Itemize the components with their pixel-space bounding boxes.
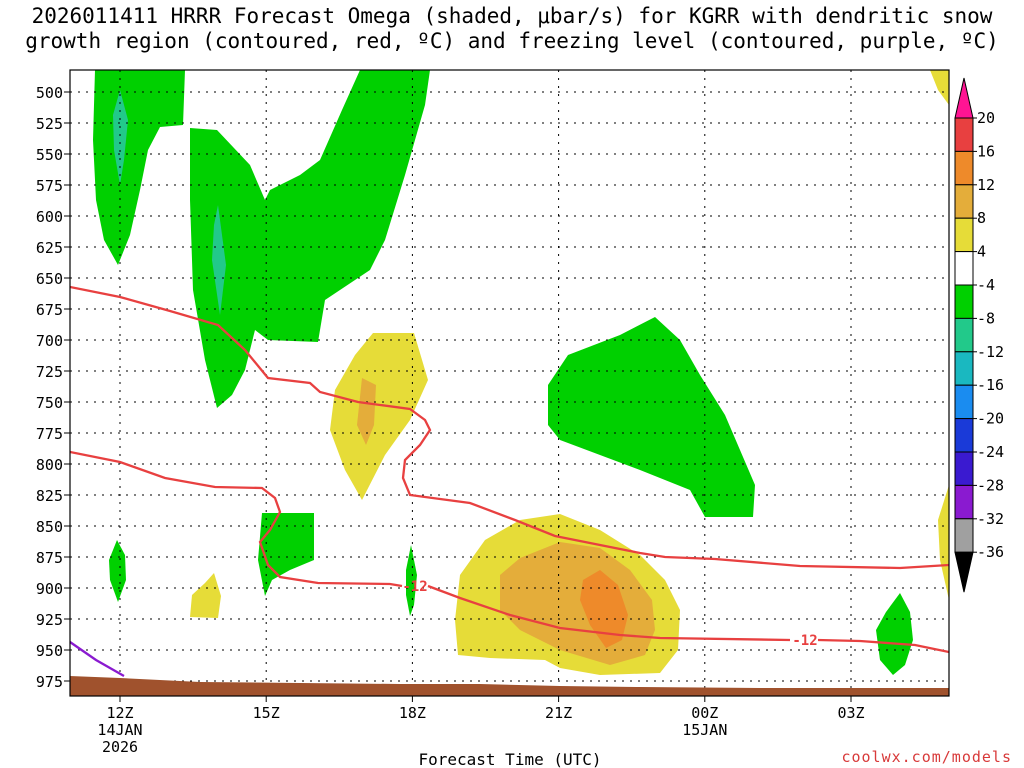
chart-title-line-2: growth region (contoured, red, ºC) and f… xyxy=(25,29,999,53)
colorbar-arrow-bottom xyxy=(954,551,974,593)
y-tick-label: 775 xyxy=(36,425,63,443)
y-tick-label: 650 xyxy=(36,270,63,288)
y-tick-label: 525 xyxy=(36,115,63,133)
contour-label: -12 xyxy=(402,579,427,595)
colorbar-box xyxy=(954,117,974,152)
y-tick-label: 950 xyxy=(36,642,63,660)
colorbar-box xyxy=(954,217,974,253)
omega-region-teal xyxy=(113,90,128,185)
omega-region-lightorange xyxy=(357,378,376,445)
omega-region-green xyxy=(876,593,913,675)
colorbar-label: 8 xyxy=(977,209,986,227)
y-tick-label: 900 xyxy=(36,580,63,598)
y-tick-label: 850 xyxy=(36,518,63,536)
y-tick-label: 925 xyxy=(36,611,63,629)
x-axis-label: Forecast Time (UTC) xyxy=(418,750,601,768)
gridlines xyxy=(70,70,949,696)
colorbar-label: 4 xyxy=(977,243,986,261)
x-tick-date: 14JAN xyxy=(97,721,142,739)
colorbar-label: -16 xyxy=(977,376,1004,394)
colorbar-box xyxy=(954,418,974,453)
y-tick-label: 975 xyxy=(36,673,63,691)
colorbar-box xyxy=(954,351,974,386)
omega-shading xyxy=(93,70,949,675)
colorbar-label: 16 xyxy=(977,142,995,160)
colorbar-box xyxy=(954,150,974,186)
dgz-lower-isotherm xyxy=(427,584,791,642)
y-axis: 500 525 550 575 600 625 650 675 700 725 750 775 800 8… xyxy=(36,84,70,691)
colorbar-box xyxy=(954,184,974,219)
y-tick-label: 600 xyxy=(36,208,63,226)
omega-region-yellow xyxy=(938,485,949,600)
omega-region-green xyxy=(190,70,430,408)
colorbar-label: -28 xyxy=(977,476,1004,494)
dgz-lower-isotherm xyxy=(817,638,949,654)
colorbar-label: 20 xyxy=(977,109,995,127)
colorbar-box xyxy=(954,384,974,420)
omega-region-teal xyxy=(212,205,226,315)
colorbar-box xyxy=(954,484,974,520)
colorbar-label: -4 xyxy=(977,276,995,294)
freezing-level-contour xyxy=(69,641,125,677)
y-tick-label: 725 xyxy=(36,363,63,381)
x-tick-label: 21Z xyxy=(545,704,572,722)
omega-region-yellow xyxy=(930,70,949,105)
x-tick-label: 03Z xyxy=(837,704,864,722)
omega-region-orange xyxy=(580,570,628,648)
plot-border xyxy=(69,69,950,697)
chart-title-line-1: 2026011411 HRRR Forecast Omega (shaded, … xyxy=(31,4,993,28)
x-tick-label: 15Z xyxy=(253,704,280,722)
y-tick-label: 550 xyxy=(36,146,63,164)
y-tick-label: 800 xyxy=(36,456,63,474)
colorbar-label: -24 xyxy=(977,443,1004,461)
x-tick-year: 2026 xyxy=(102,738,138,756)
y-tick-label: 675 xyxy=(36,301,63,319)
dgz-upper-isotherm xyxy=(70,285,949,570)
omega-region-green xyxy=(548,317,755,517)
y-tick-label: 825 xyxy=(36,487,63,505)
colorbar-label: -12 xyxy=(977,343,1004,361)
omega-region-yellow xyxy=(330,333,428,500)
y-tick-label: 625 xyxy=(36,239,63,257)
dgz-lower-isotherm xyxy=(70,450,403,588)
colorbar-box xyxy=(954,518,974,553)
contour-label: -12 xyxy=(792,633,817,649)
colorbar-box xyxy=(954,251,974,286)
colorbar-arrow-top xyxy=(954,77,974,119)
omega-region-yellow xyxy=(190,573,221,618)
omega-region-green xyxy=(258,513,314,596)
x-tick-date: 15JAN xyxy=(682,721,727,739)
y-tick-label: 575 xyxy=(36,177,63,195)
y-tick-label: 700 xyxy=(36,332,63,350)
dgz-isotherms xyxy=(70,285,949,654)
x-tick-label: 00Z xyxy=(691,704,718,722)
colorbar-box xyxy=(954,284,974,319)
colorbar-box xyxy=(954,317,974,353)
x-tick-label: 18Z xyxy=(399,704,426,722)
colorbar-label: -20 xyxy=(977,410,1004,428)
site-credit: coolwx.com/models xyxy=(841,748,1012,766)
omega-region-green xyxy=(109,540,126,602)
colorbar-label: 12 xyxy=(977,176,995,194)
colorbar: 20 16 12 8 4 -4 -8 -12 -16 -20 -24 -28 -32 -36 xyxy=(954,77,1004,593)
terrain xyxy=(70,676,949,696)
y-tick-label: 750 xyxy=(36,394,63,412)
colorbar-label: -32 xyxy=(977,510,1004,528)
x-tick-label: 12Z xyxy=(106,704,133,722)
colorbar-label: -8 xyxy=(977,309,995,327)
y-tick-label: 500 xyxy=(36,84,63,102)
y-tick-label: 875 xyxy=(36,549,63,567)
colorbar-box xyxy=(954,451,974,486)
omega-region-green xyxy=(406,545,417,616)
colorbar-label: -36 xyxy=(977,543,1004,561)
